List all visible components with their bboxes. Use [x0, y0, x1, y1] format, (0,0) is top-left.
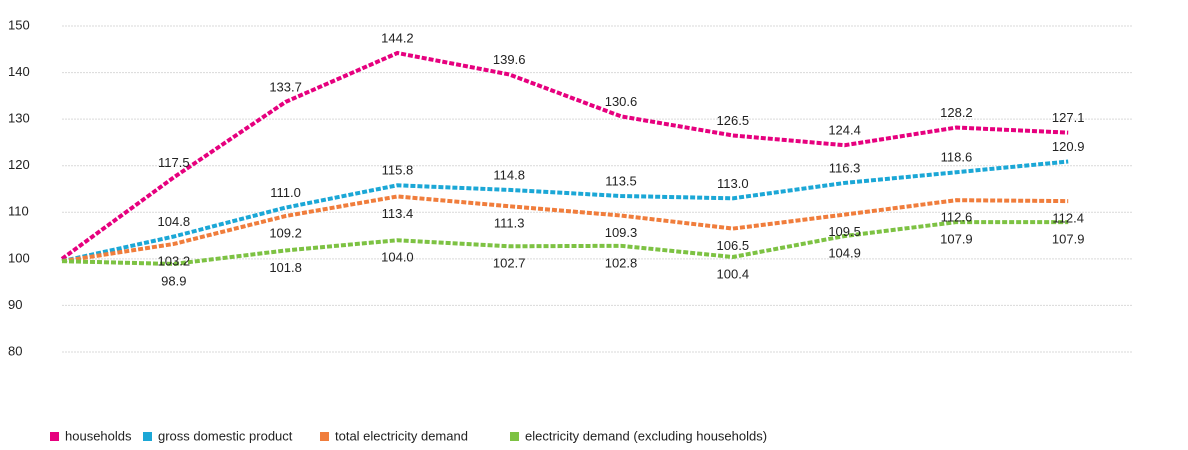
- data-label: 98.9: [161, 273, 186, 288]
- legend-label: gross domestic product: [158, 428, 293, 443]
- data-label: 116.3: [829, 160, 861, 175]
- y-tick-label: 90: [8, 297, 22, 312]
- data-label: 109.2: [269, 225, 302, 240]
- y-tick-label: 80: [8, 343, 22, 358]
- y-tick-label: 120: [8, 157, 30, 172]
- legend-label: households: [65, 428, 132, 443]
- data-label: 104.0: [381, 250, 414, 265]
- data-label: 113.0: [717, 176, 749, 191]
- y-tick-label: 150: [8, 17, 30, 32]
- data-label: 109.3: [605, 225, 638, 240]
- data-label: 102.7: [493, 256, 526, 271]
- y-tick-label: 100: [8, 250, 30, 265]
- data-label: 133.7: [269, 79, 302, 94]
- y-tick-label: 130: [8, 111, 30, 126]
- legend-label: electricity demand (excluding households…: [525, 428, 767, 443]
- data-label: 118.6: [941, 150, 973, 165]
- series-line: [61, 194, 1069, 264]
- data-label: 100.4: [717, 266, 750, 281]
- data-label: 120.9: [1052, 139, 1085, 154]
- data-label: 144.2: [381, 30, 414, 45]
- data-label: 104.9: [828, 245, 861, 260]
- data-label: 113.4: [382, 206, 414, 221]
- series-line: [61, 220, 1069, 266]
- data-label: 127.1: [1052, 110, 1085, 125]
- legend-swatch: [50, 432, 59, 441]
- data-label: 102.8: [605, 255, 638, 270]
- data-label: 112.4: [1052, 211, 1084, 226]
- data-label: 109.5: [828, 224, 861, 239]
- data-label: 107.9: [1052, 232, 1085, 247]
- series-line: [61, 159, 1069, 264]
- data-label: 114.8: [493, 167, 525, 182]
- data-label: 117.5: [158, 155, 190, 170]
- legend-swatch: [143, 432, 152, 441]
- data-label: 113.5: [605, 173, 637, 188]
- y-tick-label: 110: [8, 204, 29, 219]
- data-label: 139.6: [493, 52, 526, 67]
- data-label: 128.2: [940, 105, 973, 120]
- series-line: [60, 50, 1069, 261]
- data-label: 124.4: [828, 123, 861, 138]
- data-label: 107.9: [940, 232, 973, 247]
- data-label: 103.2: [158, 253, 191, 268]
- legend-swatch: [320, 432, 329, 441]
- data-label: 126.5: [717, 113, 750, 128]
- data-label: 115.8: [382, 163, 414, 178]
- legend-label: total electricity demand: [335, 428, 468, 443]
- data-label: 130.6: [605, 94, 638, 109]
- y-tick-label: 140: [8, 64, 30, 79]
- data-label: 106.5: [717, 238, 750, 253]
- data-label: 111.0: [270, 185, 301, 200]
- legend-swatch: [510, 432, 519, 441]
- data-label: 112.6: [941, 210, 973, 225]
- data-label: 111.3: [494, 216, 525, 231]
- data-label: 104.8: [158, 214, 191, 229]
- data-label: 101.8: [269, 260, 302, 275]
